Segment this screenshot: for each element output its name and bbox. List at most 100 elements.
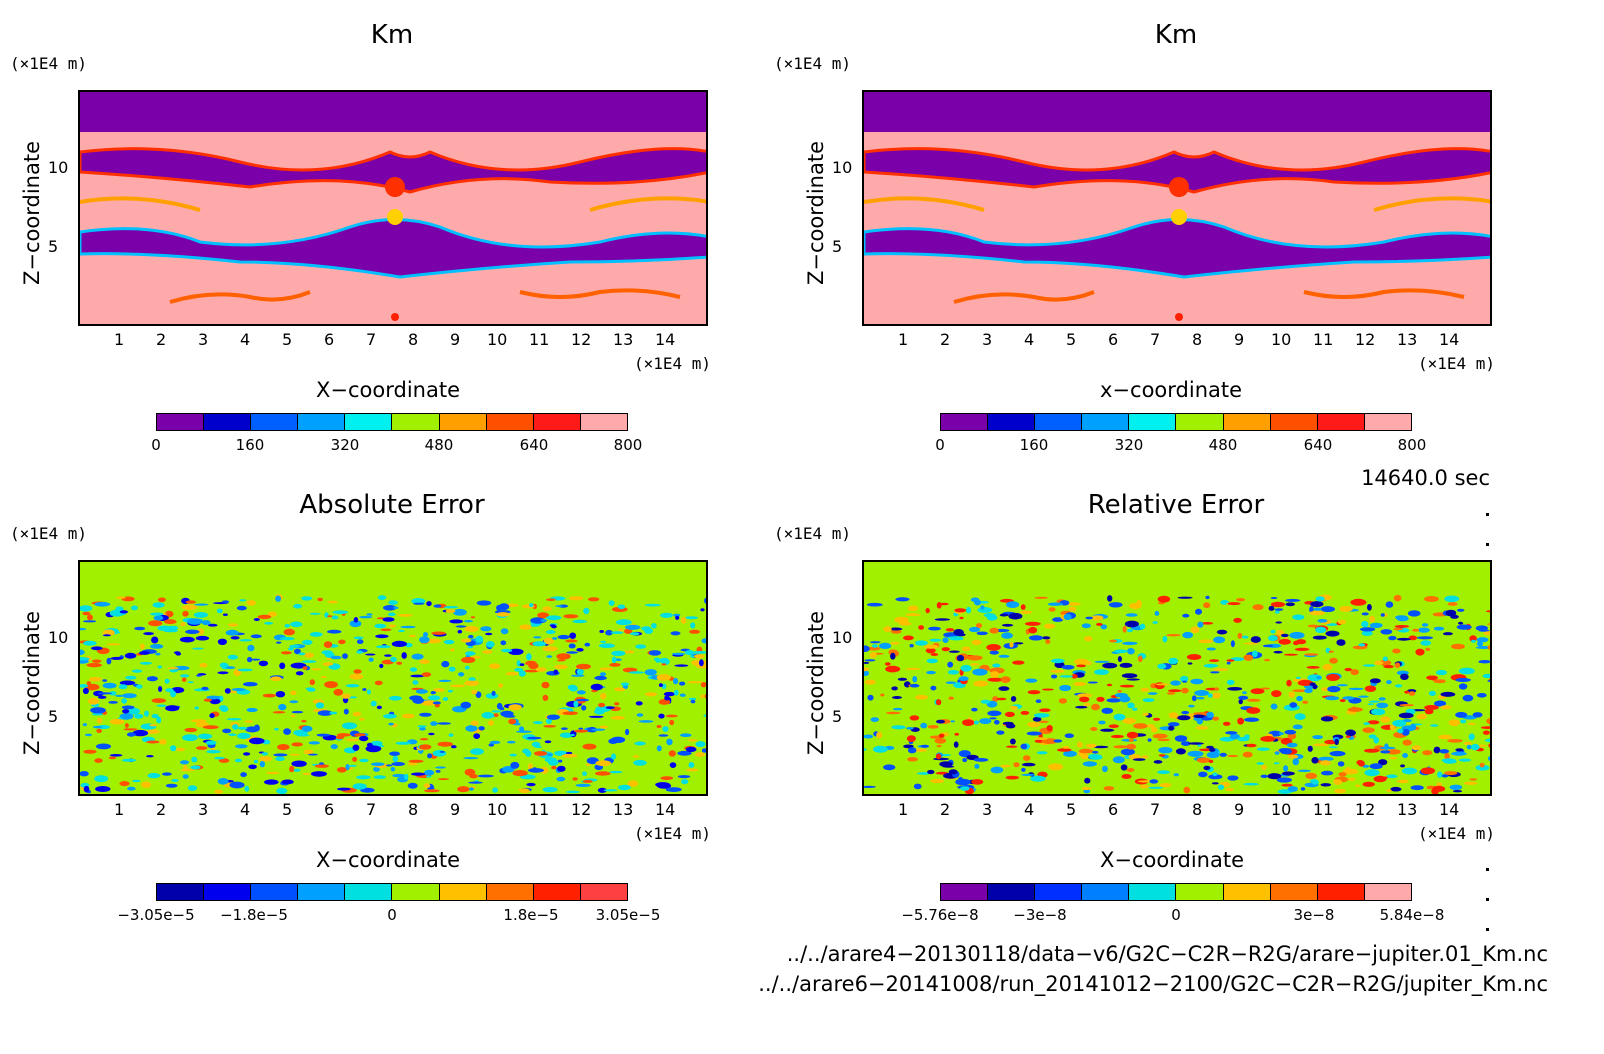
error-speckle [390,656,397,663]
error-speckle [1039,708,1051,712]
error-speckle [389,751,400,756]
error-speckle [1397,728,1404,734]
colorbar-label: 480 [424,436,454,454]
error-speckle [1126,731,1139,739]
error-speckle [450,648,455,652]
error-speckle [611,656,617,664]
error-speckle [1402,753,1408,758]
error-speckle [1274,608,1284,611]
error-speckle [470,748,484,755]
error-speckle [491,710,502,713]
error-speckle [1126,743,1137,750]
error-speckle [119,781,130,787]
error-speckle [196,674,202,677]
error-speckle [412,697,425,704]
x-tick: 9 [1234,800,1245,819]
error-speckle [1203,602,1211,609]
error-speckle [1181,687,1189,694]
error-speckle [317,597,323,602]
error-speckle [1212,716,1220,721]
marker-dot [1486,513,1489,516]
error-speckle [1133,758,1146,761]
error-speckle [106,643,121,646]
error-speckle [1295,639,1307,645]
error-speckle [1193,712,1209,716]
colorbar [156,883,628,901]
marker-dot [1486,928,1489,931]
x-tick: 3 [982,800,993,819]
error-speckle [1307,745,1313,752]
error-speckle [584,642,591,647]
error-speckle [266,771,280,775]
x-tick: 11 [1313,800,1334,819]
error-speckle [139,661,153,665]
x-tick: 10 [1271,330,1292,349]
panel-title: Km [1154,20,1198,50]
error-speckle [1380,613,1385,617]
error-speckle [1487,623,1490,626]
error-speckle [866,646,881,651]
error-speckle [1373,737,1380,744]
x-tick: 4 [1024,330,1035,349]
error-speckle [1086,661,1092,666]
error-speckle [1230,640,1235,648]
error-speckle [309,632,323,637]
error-speckle [1226,754,1239,758]
x-unit-label: (×1E4 m) [1418,354,1496,373]
error-speckle [1317,619,1328,623]
error-speckle [699,659,704,667]
error-speckle [461,656,476,664]
error-speckle [291,760,307,767]
error-speckle [173,651,181,654]
error-speckle [365,653,376,656]
error-speckle [275,641,282,644]
error-speckle [1449,784,1463,790]
error-speckle [669,719,675,726]
error-speckle [879,642,892,649]
error-speckle [958,676,969,682]
error-speckle [945,628,955,632]
error-speckle [1216,629,1228,635]
error-speckle [121,698,127,704]
error-speckle [1408,635,1418,641]
y-tick: 10 [832,158,853,177]
error-speckle [150,612,164,616]
error-speckle [122,693,137,699]
error-speckle [291,710,304,714]
error-speckle [1428,690,1436,696]
colorbar-label: 640 [519,436,549,454]
error-speckle [953,629,964,636]
error-speckle [477,774,494,778]
error-speckle [1310,601,1324,608]
error-speckle [1106,683,1113,687]
error-speckle [1120,764,1128,771]
error-speckle [1138,655,1143,663]
error-speckle [352,756,358,762]
colorbar-label: 320 [330,436,360,454]
error-speckle [122,709,130,714]
error-speckle [598,702,606,708]
error-speckle [370,700,377,707]
error-speckle [147,772,161,779]
error-speckle [167,667,179,670]
error-speckle [276,787,288,794]
x-unit-label: (×1E4 m) [634,824,712,843]
error-speckle [235,744,248,749]
error-speckle [1471,743,1480,751]
error-speckle [432,750,447,757]
error-speckle [1286,679,1292,687]
error-speckle [1260,687,1270,690]
error-speckle [121,758,137,762]
error-speckle [465,725,478,732]
error-speckle [528,662,539,669]
error-speckle [157,597,166,603]
error-speckle [1196,718,1203,725]
error-speckle [505,672,519,676]
error-speckle [508,704,522,711]
error-speckle [1010,738,1016,745]
error-speckle [973,680,989,687]
error-speckle [1006,601,1020,608]
error-speckle [884,662,891,666]
error-speckle [468,677,476,682]
error-speckle [1243,654,1254,661]
